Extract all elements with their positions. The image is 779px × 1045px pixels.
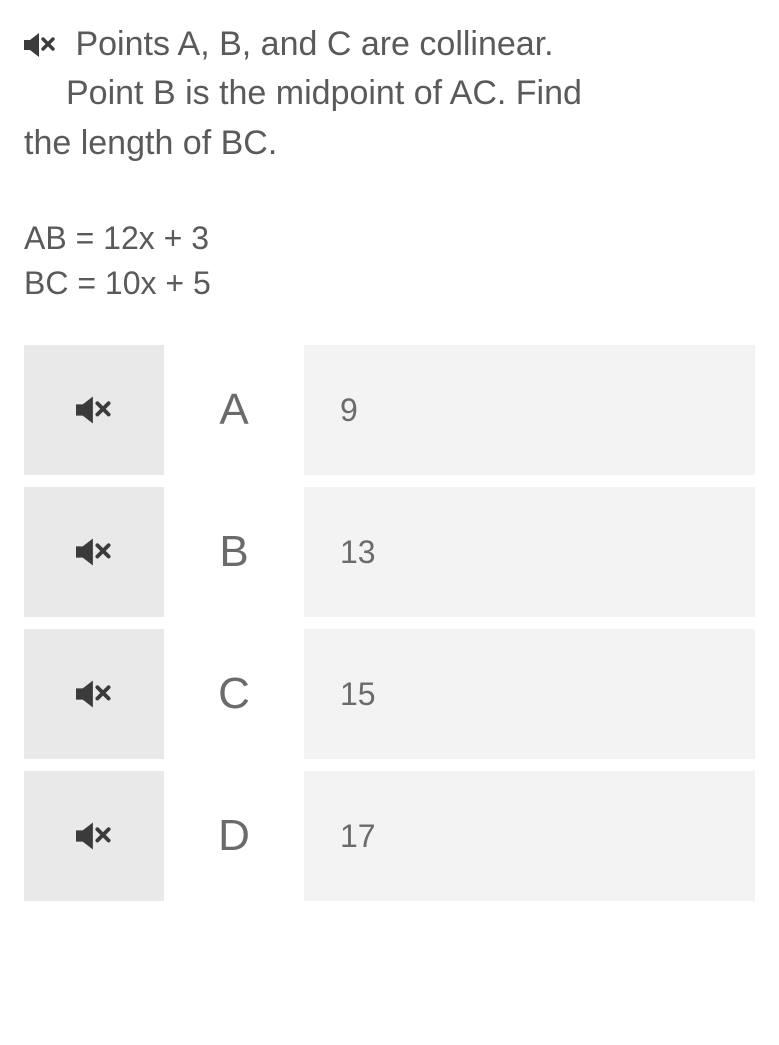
- equation-ab: AB = 12x + 3: [24, 216, 755, 261]
- answer-letter: A: [164, 345, 304, 475]
- question-line-2: Point B is the midpoint of AC. Find: [66, 74, 582, 112]
- equation-bc: BC = 10x + 5: [24, 261, 755, 306]
- question-line-1: Points A, B, and C are collinear.: [66, 25, 554, 63]
- answer-value: 13: [304, 487, 755, 617]
- answer-option-b[interactable]: B 13: [24, 487, 755, 617]
- answer-letter: C: [164, 629, 304, 759]
- answer-option-a[interactable]: A 9: [24, 345, 755, 475]
- answers-list: A 9 B 13 C 15: [24, 345, 755, 901]
- answer-value: 15: [304, 629, 755, 759]
- equations-block: AB = 12x + 3 BC = 10x + 5: [24, 216, 755, 306]
- speaker-mute-icon: [76, 395, 112, 425]
- question-line-3: the length of BC.: [24, 124, 277, 162]
- answer-audio-button[interactable]: [24, 771, 164, 901]
- question-text: Points A, B, and C are collinear. Point …: [24, 20, 755, 168]
- answer-audio-button[interactable]: [24, 345, 164, 475]
- answer-audio-button[interactable]: [24, 487, 164, 617]
- speaker-mute-icon[interactable]: [24, 32, 56, 58]
- question-block: Points A, B, and C are collinear. Point …: [24, 20, 755, 168]
- answer-audio-button[interactable]: [24, 629, 164, 759]
- answer-letter: B: [164, 487, 304, 617]
- answer-value: 9: [304, 345, 755, 475]
- answer-value: 17: [304, 771, 755, 901]
- answer-letter: D: [164, 771, 304, 901]
- answer-option-d[interactable]: D 17: [24, 771, 755, 901]
- speaker-mute-icon: [76, 679, 112, 709]
- speaker-mute-icon: [76, 821, 112, 851]
- speaker-mute-icon: [76, 537, 112, 567]
- answer-option-c[interactable]: C 15: [24, 629, 755, 759]
